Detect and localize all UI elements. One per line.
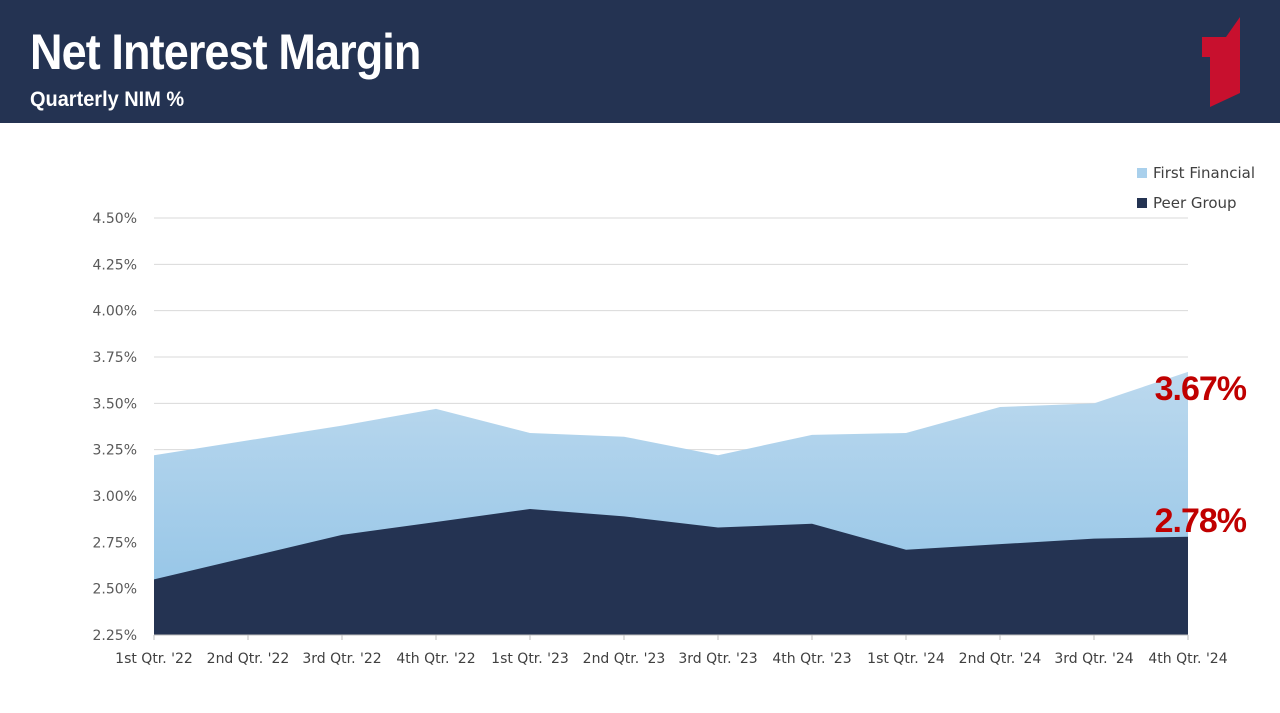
y-tick-label-6: 3.75% [93, 350, 137, 366]
x-tick-label-9: 2nd Qtr. '24 [959, 651, 1042, 667]
x-tick-label-4: 1st Qtr. '23 [491, 651, 569, 667]
header-bar: Net Interest Margin Quarterly NIM % [0, 0, 1280, 123]
y-tick-label-0: 2.25% [93, 628, 137, 644]
chart-legend: First Financial Peer Group [1137, 158, 1255, 218]
x-tick-label-0: 1st Qtr. '22 [115, 651, 193, 667]
x-tick-label-8: 1st Qtr. '24 [867, 651, 945, 667]
nim-area-chart: 2.25% 2.50% 2.75% 3.00% 3.25% 3.50% 3.75% 4.00%… [93, 211, 1248, 667]
y-tick-label-4: 3.25% [93, 443, 137, 459]
y-tick-label-1: 2.50% [93, 582, 137, 598]
x-tick-label-1: 2nd Qtr. '22 [207, 651, 290, 667]
legend-item-first-financial: First Financial [1137, 158, 1255, 188]
legend-label-first-financial: First Financial [1153, 164, 1256, 182]
page-subtitle: Quarterly NIM % [30, 88, 185, 111]
legend-swatch-peer-group [1137, 198, 1147, 208]
x-tick-label-11: 4th Qtr. '24 [1148, 651, 1227, 667]
x-tick-label-2: 3rd Qtr. '22 [302, 651, 381, 667]
x-tick-label-10: 3rd Qtr. '24 [1054, 651, 1133, 667]
company-logo-icon [1202, 17, 1240, 107]
page-title: Net Interest Margin [30, 24, 421, 80]
legend-item-peer-group: Peer Group [1137, 188, 1255, 218]
x-tick-label-3: 4th Qtr. '22 [396, 651, 475, 667]
x-tick-label-6: 3rd Qtr. '23 [678, 651, 757, 667]
y-tick-label-7: 4.00% [93, 304, 137, 320]
legend-swatch-first-financial [1137, 168, 1147, 178]
x-tick-label-5: 2nd Qtr. '23 [583, 651, 666, 667]
logo-shape [1202, 17, 1240, 107]
y-tick-label-3: 3.00% [93, 489, 137, 505]
y-tick-label-8: 4.25% [93, 257, 137, 273]
y-tick-label-9: 4.50% [93, 211, 137, 227]
y-tick-label-5: 3.50% [93, 396, 137, 412]
legend-label-peer-group: Peer Group [1153, 194, 1237, 212]
annotation-peer-group: 2.78% [1155, 502, 1247, 540]
area-peer-group [154, 508, 1188, 635]
x-tick-label-7: 4th Qtr. '23 [772, 651, 851, 667]
annotation-first-financial: 3.67% [1155, 370, 1247, 408]
y-tick-label-2: 2.75% [93, 535, 137, 551]
